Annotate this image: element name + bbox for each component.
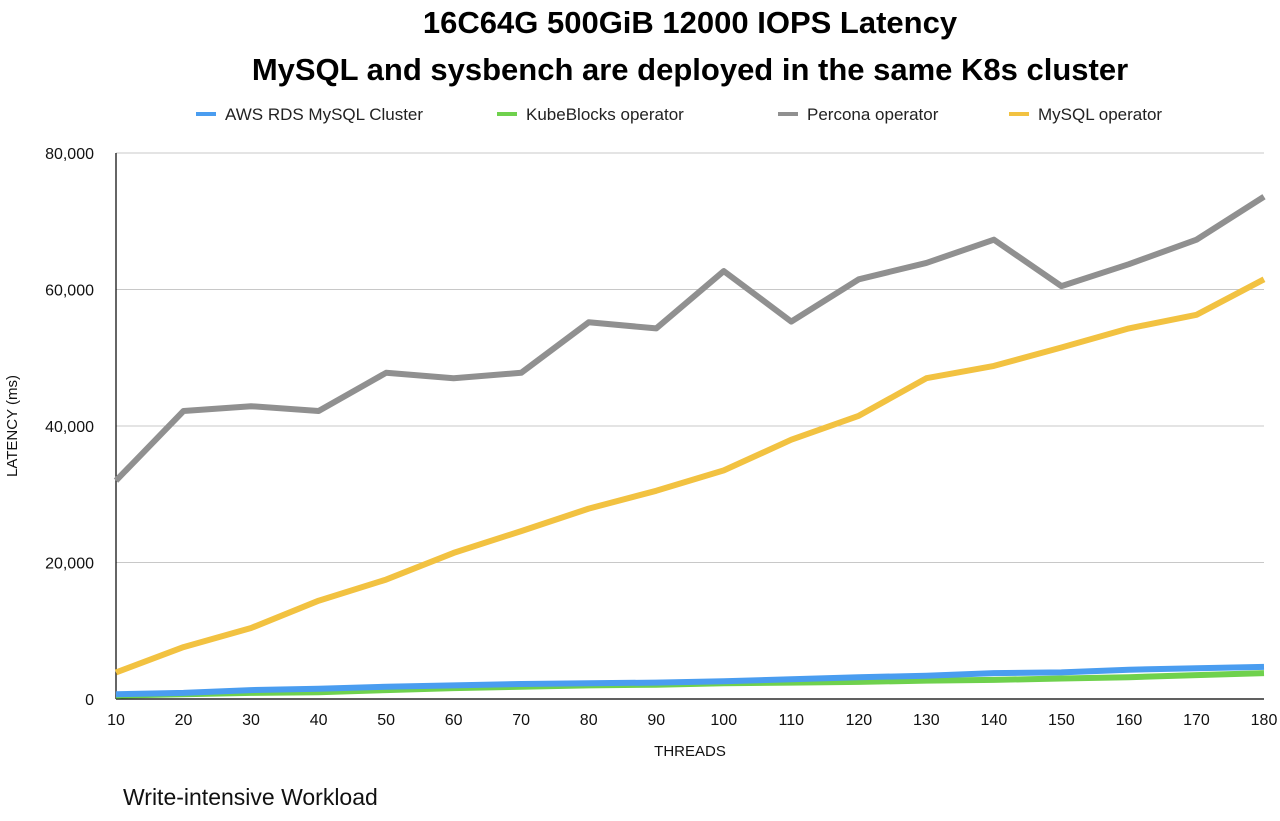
x-tick-label: 100 — [710, 712, 737, 729]
chart-title-line-1: 16C64G 500GiB 12000 IOPS Latency — [423, 5, 958, 40]
x-tick-label: 180 — [1251, 712, 1278, 729]
x-tick-label: 60 — [445, 712, 463, 729]
x-axis-ticks: 10 20 30 40 50 60 70 80 90 100 110 120 130 140 150 160 1… — [107, 712, 1277, 729]
x-tick-label: 140 — [981, 712, 1008, 729]
x-tick-label: 80 — [580, 712, 598, 729]
series-line-aws-rds-mysql-cluster — [115, 663, 1265, 698]
x-tick-label: 90 — [647, 712, 665, 729]
x-tick-label: 170 — [1183, 712, 1210, 729]
chart-title-line-2: MySQL and sysbench are deployed in the s… — [252, 52, 1128, 87]
y-tick-label: 20,000 — [45, 556, 94, 573]
y-tick-label: 40,000 — [45, 419, 94, 436]
y-tick-label: 0 — [85, 692, 94, 709]
legend: AWS RDS MySQL Cluster KubeBlocks operator… — [196, 105, 1162, 124]
series-line-percona-operator — [113, 194, 1266, 483]
y-tick-label: 80,000 — [45, 146, 94, 163]
x-tick-label: 10 — [107, 712, 125, 729]
x-axis-label: THREADS — [654, 743, 726, 760]
gridlines — [116, 152, 1264, 563]
x-tick-label: 130 — [913, 712, 940, 729]
x-tick-label: 120 — [845, 712, 872, 729]
x-tick-label: 160 — [1116, 712, 1143, 729]
series-line-mysql-operator — [114, 276, 1266, 676]
x-tick-label: 30 — [242, 712, 260, 729]
x-tick-label: 70 — [512, 712, 530, 729]
x-tick-label: 20 — [175, 712, 193, 729]
workload-footnote: Write-intensive Workload — [123, 784, 378, 810]
legend-label-1: KubeBlocks operator — [526, 105, 684, 124]
x-tick-label: 110 — [779, 712, 805, 729]
legend-label-3: MySQL operator — [1038, 105, 1162, 124]
legend-label-2: Percona operator — [807, 105, 939, 124]
y-tick-label: 60,000 — [45, 283, 94, 300]
y-axis-label: LATENCY (ms) — [4, 375, 21, 477]
series-layer — [113, 194, 1266, 699]
x-tick-label: 40 — [310, 712, 328, 729]
x-tick-label: 50 — [377, 712, 395, 729]
y-axis-ticks: 0 20,000 40,000 60,000 80,000 — [45, 146, 94, 709]
legend-label-0: AWS RDS MySQL Cluster — [225, 105, 423, 124]
x-tick-label: 150 — [1048, 712, 1075, 729]
